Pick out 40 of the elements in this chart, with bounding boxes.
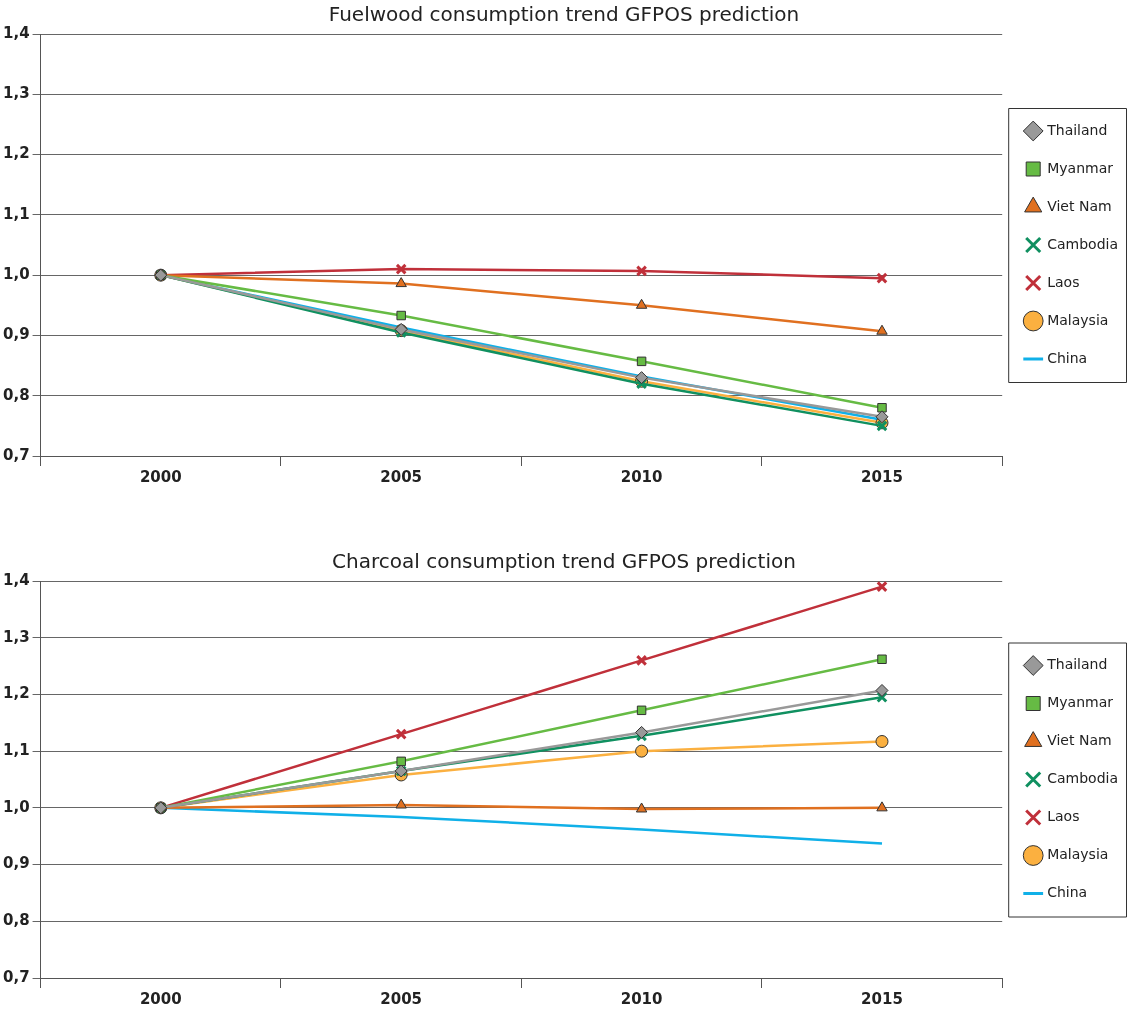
y-tick-label: 1,4 xyxy=(2,23,30,42)
x-tick-label: 2015 xyxy=(861,467,903,486)
legend-label: Cambodia xyxy=(1047,235,1119,252)
x-tick-label: 2015 xyxy=(861,989,903,1008)
chart-title: Charcoal consumption trend GFPOS prediction xyxy=(332,549,796,574)
y-tick-label: 1,2 xyxy=(2,144,30,163)
legend-label: Thailand xyxy=(1046,656,1108,673)
y-tick-label: 1,2 xyxy=(2,684,30,703)
y-tick-label: 1,1 xyxy=(2,741,30,760)
chart-title: Fuelwood consumption trend GFPOS prediction xyxy=(328,2,800,27)
x-tick-label: 2005 xyxy=(380,467,423,486)
y-tick-label: 1,3 xyxy=(2,627,30,646)
x-tick-label: 2000 xyxy=(139,989,182,1008)
y-tick-label: 0,9 xyxy=(2,854,30,873)
x-tick-label: 2000 xyxy=(139,467,182,486)
legend-label: Malaysia xyxy=(1047,311,1109,328)
y-tick-label: 1,0 xyxy=(2,265,30,284)
legend-label: Cambodia xyxy=(1047,770,1119,787)
y-tick-label: 0,8 xyxy=(2,385,30,404)
x-tick-label: 2010 xyxy=(620,467,663,486)
legend-label: Viet Nam xyxy=(1047,732,1112,749)
y-tick-label: 0,7 xyxy=(2,967,30,986)
y-tick-label: 0,9 xyxy=(2,325,30,344)
y-tick-label: 1,0 xyxy=(2,797,30,816)
legend-label: Laos xyxy=(1047,273,1080,290)
y-tick-label: 0,8 xyxy=(2,911,30,930)
y-tick-label: 1,3 xyxy=(2,84,30,103)
legend-label: China xyxy=(1047,349,1088,366)
legend-label: Myanmar xyxy=(1047,159,1114,176)
x-tick-label: 2010 xyxy=(620,989,663,1008)
y-tick-label: 0,7 xyxy=(2,445,30,464)
legend-label: Myanmar xyxy=(1047,694,1114,711)
x-tick-label: 2005 xyxy=(380,989,423,1008)
legend-label: Malaysia xyxy=(1047,846,1109,863)
y-tick-label: 1,1 xyxy=(2,204,30,223)
legend-label: China xyxy=(1047,884,1088,901)
legend-label: Thailand xyxy=(1046,121,1108,138)
legend-label: Viet Nam xyxy=(1047,197,1112,214)
legend-label: Laos xyxy=(1047,808,1080,825)
y-tick-label: 1,4 xyxy=(2,570,30,589)
